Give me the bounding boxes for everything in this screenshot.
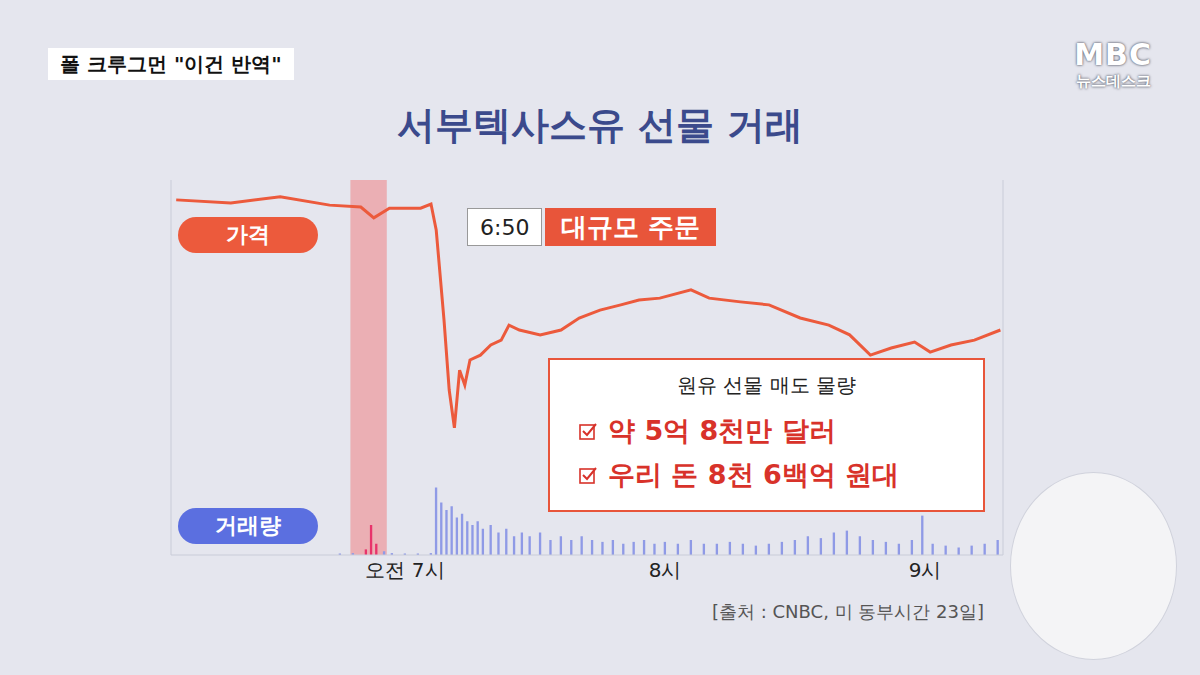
html-text:가격: 가격 xyxy=(226,222,270,247)
html-text:거래량: 거래량 xyxy=(215,513,281,538)
html-text:서부텍사스유 선물 거래: 서부텍사스유 선물 거래 xyxy=(396,103,804,147)
svg-text:9시: 9시 xyxy=(909,558,942,582)
html-text:대규모 주문: 대규모 주문 xyxy=(561,211,701,242)
html-text:뉴스데스크: 뉴스데스크 xyxy=(1075,72,1151,90)
svg-text:오전 7시: 오전 7시 xyxy=(365,558,444,582)
html-text:MBC: MBC xyxy=(1074,37,1152,72)
html-text:6:50: 6:50 xyxy=(480,214,530,240)
html-text:[출처 : CNBC, 미 동부시간 23일]: [출처 : CNBC, 미 동부시간 23일] xyxy=(712,601,984,622)
html-text:약 5억 8천만 달러: 약 5억 8천만 달러 xyxy=(608,415,836,446)
html-text:폴 크루그먼 "이건 반역": 폴 크루그먼 "이건 반역" xyxy=(60,51,282,76)
html-text:원유 선물 매도 물량: 원유 선물 매도 물량 xyxy=(677,373,856,397)
html-text:우리 돈 8천 6백억 원대: 우리 돈 8천 6백억 원대 xyxy=(608,459,900,490)
svg-text:8시: 8시 xyxy=(649,558,682,582)
